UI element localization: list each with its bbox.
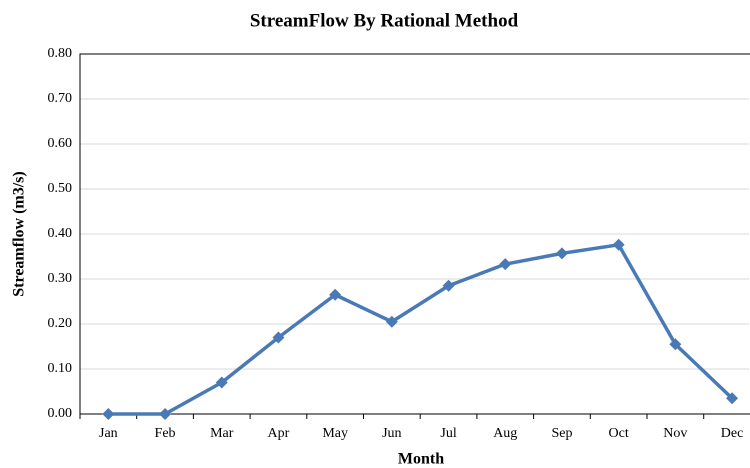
chart-title: StreamFlow By Rational Method: [250, 10, 519, 31]
marker: [669, 338, 682, 351]
marker: [159, 408, 172, 420]
marker: [385, 315, 398, 328]
x-tick-label: Jul: [440, 426, 456, 441]
y-tick-label: 0.20: [48, 316, 73, 331]
line: [108, 243, 734, 416]
x-tick-label: Feb: [155, 426, 176, 441]
y-tick-label: 0.60: [48, 136, 73, 151]
marker: [612, 238, 625, 251]
marker: [555, 247, 568, 260]
y-tick-label: 0.40: [48, 226, 73, 241]
marker: [215, 376, 228, 389]
plot-frame: [79, 53, 750, 415]
y-tick-label: 0.10: [48, 361, 73, 376]
y-tick-label: 0.70: [48, 91, 73, 106]
x-tick-label: Aug: [493, 426, 517, 441]
marker: [329, 288, 342, 301]
marker: [442, 279, 455, 292]
x-tick-label: Jun: [382, 426, 401, 441]
x-axis-title: Month: [398, 451, 444, 468]
marker: [102, 408, 115, 420]
y-axis-title: Streamflow (m3/s): [11, 171, 28, 296]
y-tick-label: 0.00: [48, 406, 73, 421]
x-tick-label: Apr: [268, 426, 290, 441]
y-tick-label: 0.80: [48, 46, 73, 61]
x-tick-label: Nov: [663, 426, 687, 441]
marker: [272, 331, 285, 344]
x-tick-label: Jan: [99, 426, 118, 441]
x-tick-label: Dec: [721, 426, 744, 441]
x-tick-label: Oct: [609, 426, 629, 441]
x-tick-label: Sep: [551, 426, 572, 441]
y-tick-label: 0.30: [48, 271, 73, 286]
x-tick-label: Mar: [210, 426, 234, 441]
marker: [499, 258, 512, 271]
marker: [726, 392, 739, 405]
x-tick-label: May: [322, 426, 348, 441]
y-tick-label: 0.50: [48, 181, 73, 196]
